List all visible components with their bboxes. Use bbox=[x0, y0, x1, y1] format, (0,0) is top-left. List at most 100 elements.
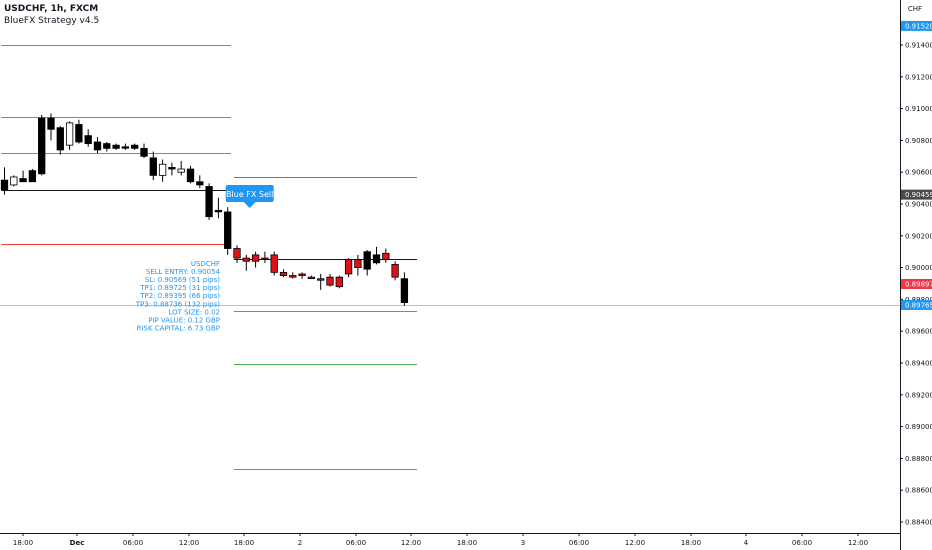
price-tick-label: 0.90200 bbox=[905, 232, 932, 240]
candle[interactable] bbox=[84, 129, 92, 147]
candle[interactable] bbox=[363, 250, 371, 276]
candle[interactable] bbox=[0, 167, 9, 195]
candle[interactable] bbox=[326, 273, 334, 287]
candle[interactable] bbox=[335, 275, 343, 289]
time-tick-label: 3 bbox=[521, 539, 525, 547]
candle[interactable] bbox=[391, 261, 399, 281]
time-tick-label: 12:00 bbox=[401, 539, 421, 547]
candle[interactable] bbox=[344, 258, 353, 278]
candle-body bbox=[65, 122, 74, 146]
price-axis[interactable]: 0.91400 0.91200 0.91000 0.90800 0.90600 0.904… bbox=[900, 20, 932, 527]
time-tick-label: 18:00 bbox=[457, 539, 477, 547]
candle[interactable] bbox=[47, 113, 55, 141]
candle[interactable] bbox=[186, 165, 195, 184]
candle-body bbox=[140, 147, 148, 157]
signal-info-line: LOT SIZE: 0.02 bbox=[168, 308, 220, 316]
candle[interactable] bbox=[131, 143, 139, 150]
candle-body bbox=[233, 248, 241, 259]
level-lines bbox=[0, 45, 900, 470]
candle[interactable] bbox=[103, 141, 111, 152]
candle[interactable] bbox=[177, 161, 185, 176]
candle[interactable] bbox=[354, 254, 362, 276]
time-tick-label: 06:00 bbox=[792, 539, 812, 547]
candle[interactable] bbox=[382, 248, 390, 263]
price-label: 0.89765 bbox=[901, 299, 932, 310]
price-tick-label: 0.89200 bbox=[905, 391, 932, 399]
candle[interactable] bbox=[38, 114, 46, 176]
price-label: 0.89897 bbox=[901, 278, 932, 289]
candle-body bbox=[186, 168, 195, 183]
time-tick-label: 18:00 bbox=[13, 539, 33, 547]
candle[interactable] bbox=[298, 272, 306, 279]
time-tick-label: 18:00 bbox=[681, 539, 701, 547]
price-tick-label: 0.89600 bbox=[905, 328, 932, 336]
candle-body bbox=[335, 276, 343, 288]
candle[interactable] bbox=[75, 119, 83, 144]
candle-body bbox=[177, 168, 185, 173]
signal-info-line: USDCHF bbox=[191, 260, 220, 268]
candle[interactable] bbox=[214, 197, 223, 219]
candle[interactable] bbox=[158, 159, 167, 182]
candle-body bbox=[131, 144, 139, 149]
candle-body bbox=[10, 176, 18, 186]
signal-info-line: TP1: 0.89725 (31 pips) bbox=[139, 284, 220, 292]
candle[interactable] bbox=[224, 207, 232, 255]
candle-body bbox=[112, 144, 120, 149]
currency-label: CHF bbox=[908, 5, 922, 13]
price-tick-label: 0.89400 bbox=[905, 360, 932, 368]
candle[interactable] bbox=[307, 275, 316, 280]
candle[interactable] bbox=[279, 269, 288, 278]
candle[interactable] bbox=[10, 175, 18, 187]
price-tick-label: 0.91200 bbox=[905, 73, 932, 81]
signal-info-line: RISK CAPITAL: 6.73 GBP bbox=[137, 324, 220, 332]
symbol-title[interactable]: USDCHF, 1h, FXCM bbox=[4, 4, 99, 14]
candle[interactable] bbox=[205, 183, 213, 220]
candle-body bbox=[354, 259, 362, 268]
candle[interactable] bbox=[149, 151, 157, 181]
candle-body bbox=[391, 264, 399, 278]
candle-body bbox=[382, 252, 390, 261]
candle-body bbox=[84, 135, 92, 144]
candle[interactable] bbox=[56, 126, 64, 155]
candle[interactable] bbox=[121, 143, 130, 150]
candle-body bbox=[149, 157, 157, 176]
candle[interactable] bbox=[196, 175, 204, 189]
candle[interactable] bbox=[112, 143, 120, 150]
time-axis[interactable]: 18:00 Dec 06:00 12:00 18:00 2 06:00 12:00 18:00 3… bbox=[13, 533, 868, 547]
candle[interactable] bbox=[140, 143, 148, 158]
candle-body bbox=[56, 127, 64, 151]
candle[interactable] bbox=[251, 251, 260, 268]
candle[interactable] bbox=[93, 137, 102, 154]
candle[interactable] bbox=[289, 272, 297, 279]
price-tick-label: 0.88400 bbox=[905, 519, 932, 527]
candle[interactable] bbox=[19, 170, 27, 183]
candle[interactable] bbox=[65, 121, 74, 150]
time-tick-label: Dec bbox=[70, 539, 85, 547]
candle-body bbox=[400, 278, 409, 303]
candle[interactable] bbox=[261, 251, 269, 263]
candle[interactable] bbox=[242, 254, 250, 271]
time-tick-label: 06:00 bbox=[569, 539, 589, 547]
time-tick-label: 4 bbox=[744, 539, 749, 547]
candle[interactable] bbox=[233, 245, 241, 263]
signal-label-box bbox=[225, 185, 274, 202]
candle-body bbox=[0, 179, 9, 191]
candle[interactable] bbox=[400, 272, 409, 306]
candle-body bbox=[103, 143, 111, 149]
study-title[interactable]: BlueFX Strategy v4.5 bbox=[4, 16, 100, 26]
candle-body bbox=[214, 209, 223, 213]
candle[interactable] bbox=[28, 169, 37, 183]
candle-body bbox=[363, 251, 371, 270]
price-label-box bbox=[901, 278, 932, 289]
candle-body bbox=[38, 117, 46, 175]
candle[interactable] bbox=[372, 246, 381, 265]
sell-signal-label[interactable]: Blue FX Sell bbox=[225, 185, 274, 208]
time-tick-label: 18:00 bbox=[234, 539, 254, 547]
candle-body bbox=[75, 124, 83, 143]
candle-body bbox=[242, 257, 250, 262]
candle[interactable] bbox=[168, 162, 176, 176]
candle[interactable] bbox=[317, 273, 325, 290]
price-tick-label: 0.90000 bbox=[905, 264, 932, 272]
candle[interactable] bbox=[270, 251, 278, 276]
